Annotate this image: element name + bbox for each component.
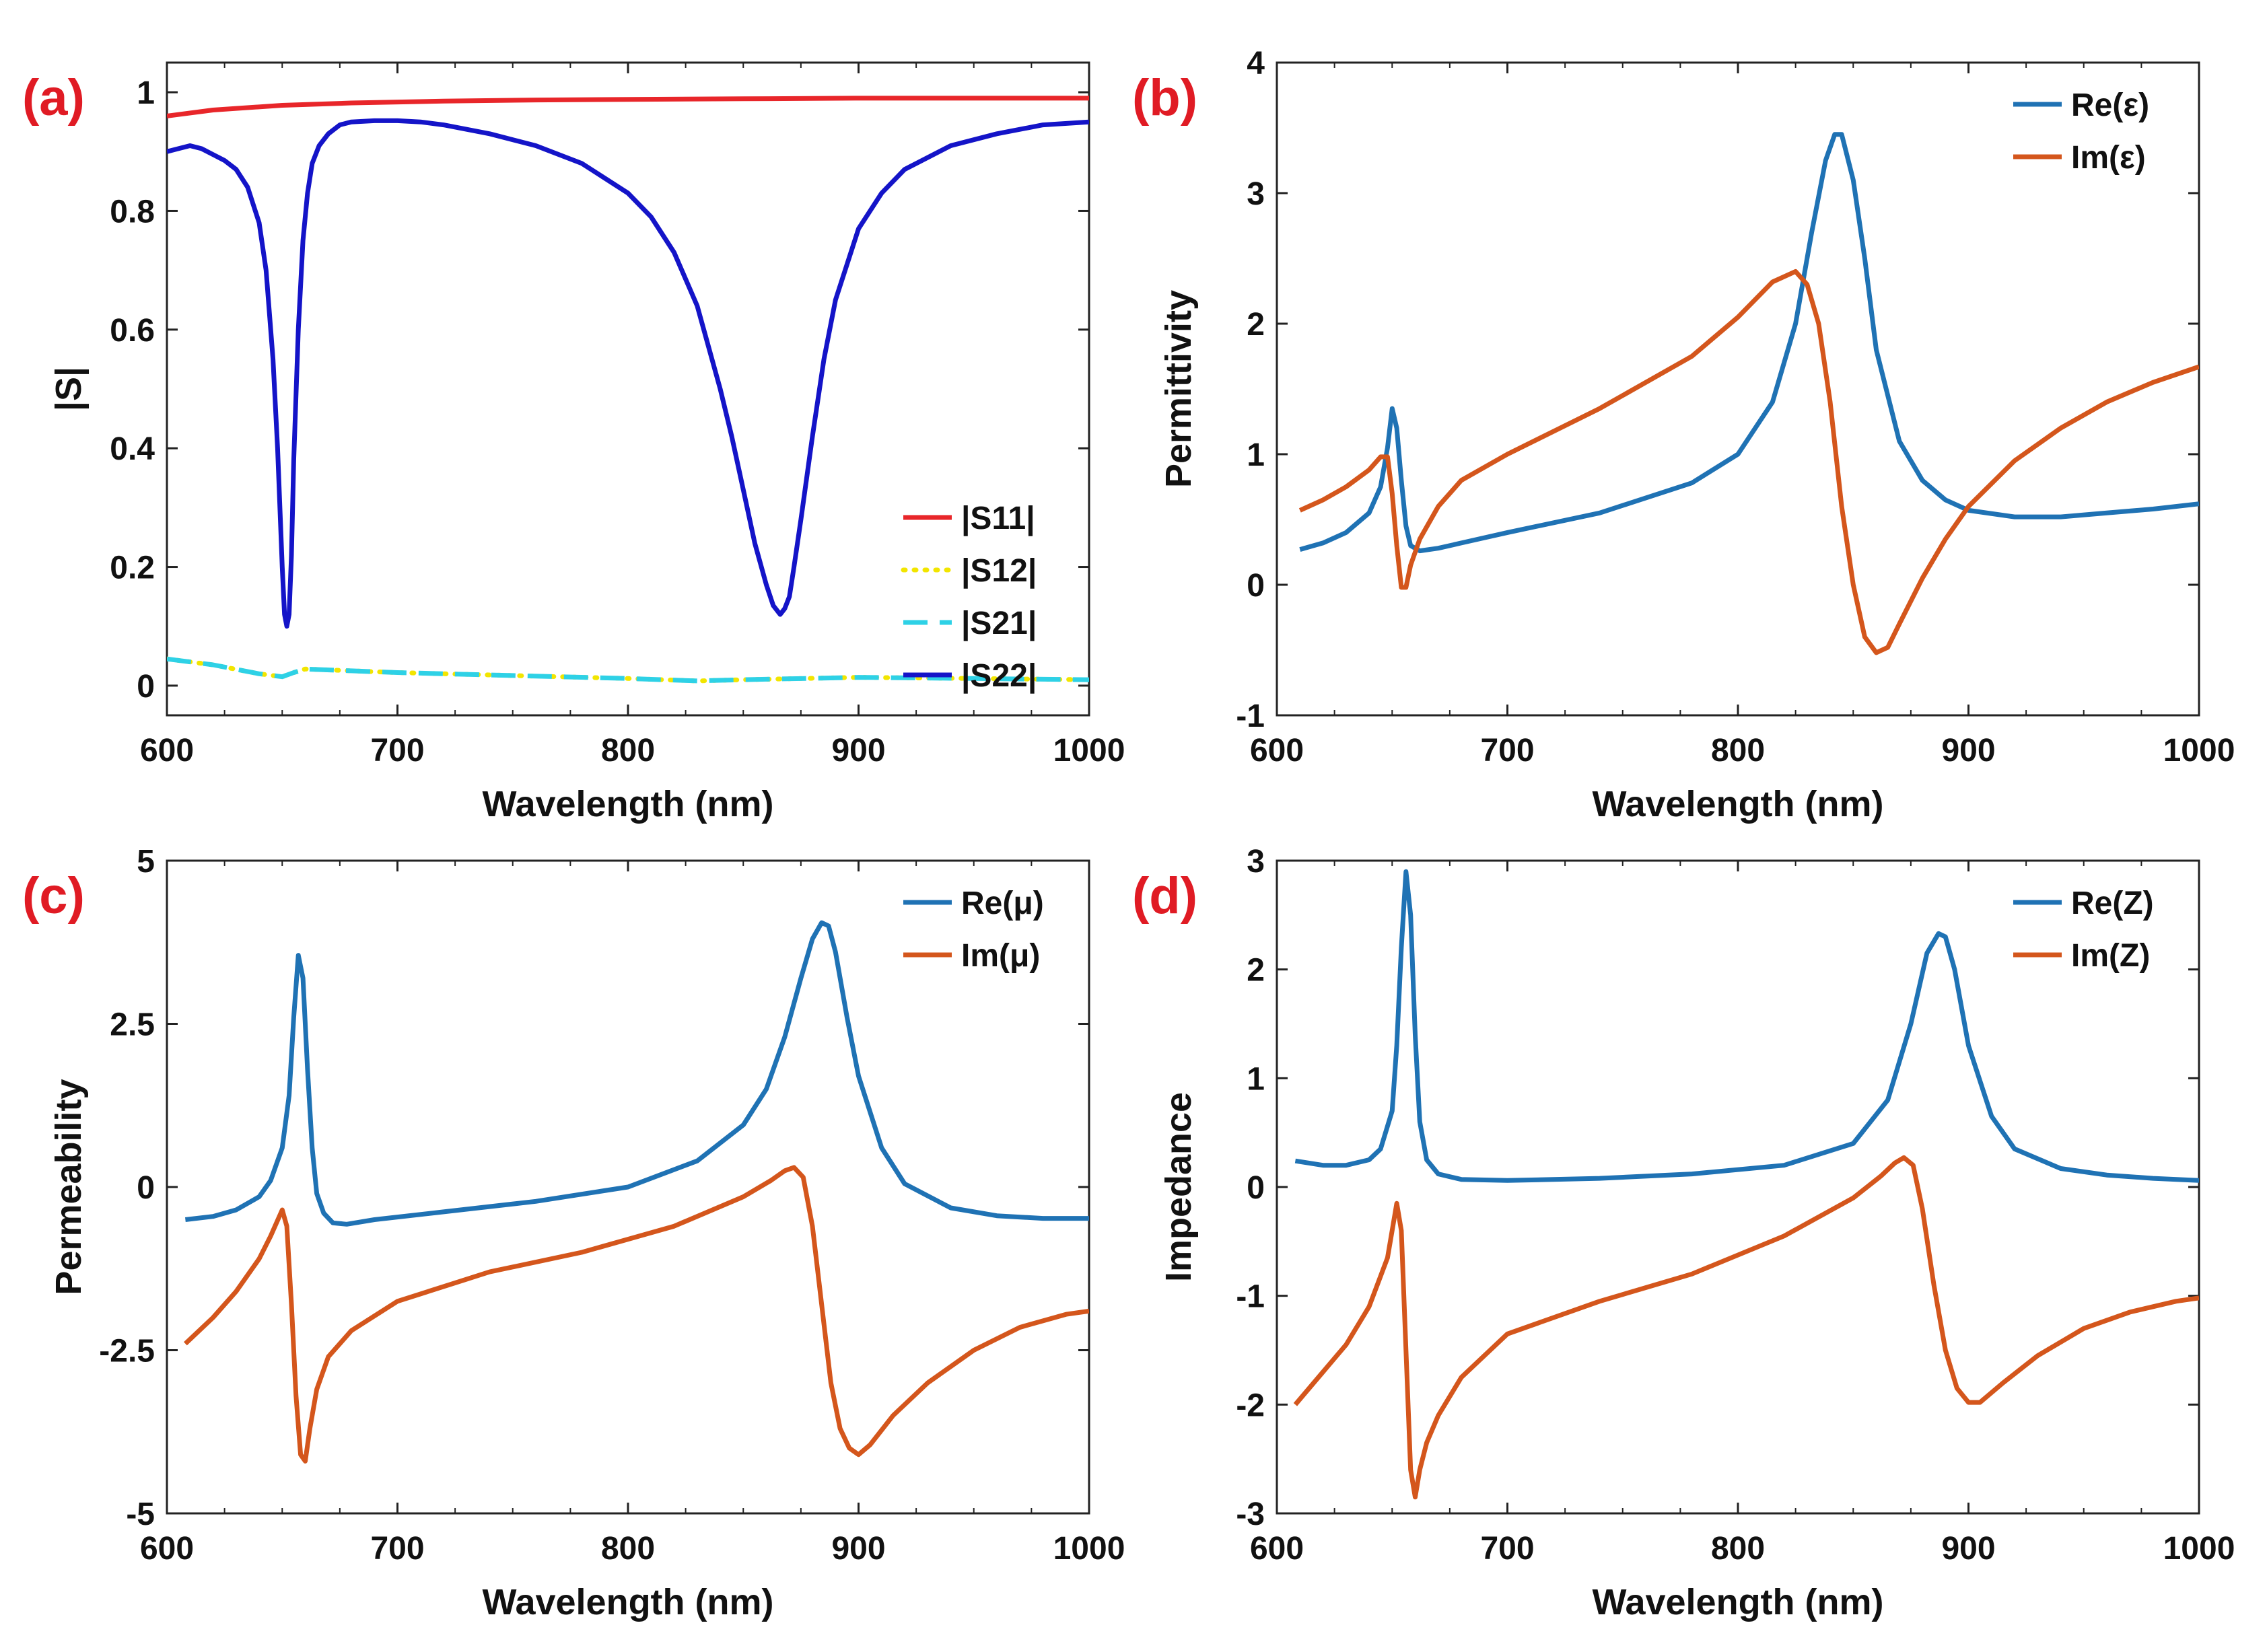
y-tick-label: 4 xyxy=(1247,46,1265,81)
y-tick-label: 0.2 xyxy=(110,550,155,586)
legend-label: Re(ε) xyxy=(2071,87,2149,123)
y-tick-label: -3 xyxy=(1236,1497,1265,1532)
x-tick-label: 1000 xyxy=(2163,733,2235,768)
x-axis-label: Wavelength (nm) xyxy=(1592,1582,1883,1622)
series-line-s22 xyxy=(167,118,1089,629)
x-tick-label: 600 xyxy=(1250,733,1304,768)
x-tick-label: 600 xyxy=(140,733,194,768)
axes-frame xyxy=(1276,61,2200,717)
legend-label: |S22| xyxy=(961,658,1037,694)
series-line-rez xyxy=(1294,869,2199,1183)
y-tick-label: -1 xyxy=(1236,698,1265,734)
y-tick-label: 0 xyxy=(1247,568,1265,604)
series-line-re xyxy=(1299,132,2199,554)
legend-label: Im(μ) xyxy=(961,938,1040,974)
legend-label: Im(Z) xyxy=(2071,938,2150,974)
x-tick-label: 800 xyxy=(1711,1531,1765,1567)
panel-letter: (a) xyxy=(22,69,85,127)
y-tick-label: 0 xyxy=(1247,1170,1265,1206)
y-tick-label: 0 xyxy=(137,1170,155,1206)
panel-d: 600 700 800 900 1000 -3 -2 -1 0 1 2 3 Wavelength (nm… xyxy=(1132,844,2235,1622)
x-tick-label: 900 xyxy=(1941,1531,1995,1567)
y-tick-label: 5 xyxy=(137,844,155,879)
panel-b: 600 700 800 900 1000 -1 0 1 2 3 4 Wavelength (nm) Pe… xyxy=(1132,46,2235,824)
legend: Re(Z) Im(Z) xyxy=(2013,886,2154,974)
y-tick-label: 0.4 xyxy=(110,431,155,467)
x-axis-label: Wavelength (nm) xyxy=(482,784,773,824)
legend-label: |S21| xyxy=(961,606,1037,641)
axes-frame xyxy=(166,61,1090,717)
x-tick-label: 1000 xyxy=(1053,733,1125,768)
x-axis-label: Wavelength (nm) xyxy=(1592,784,1883,824)
y-tick-label: -2 xyxy=(1236,1388,1265,1423)
x-tick-label: 900 xyxy=(831,733,885,768)
y-tick-label: 1 xyxy=(137,75,155,111)
x-tick-label: 700 xyxy=(370,733,424,768)
y-tick-label: -2.5 xyxy=(99,1334,155,1369)
legend: |S11| |S12| |S21| |S22| xyxy=(901,501,1037,694)
series-line-re xyxy=(184,920,1089,1227)
axes-frame xyxy=(1276,859,2200,1515)
y-tick-label: 3 xyxy=(1247,844,1265,879)
y-axis-label: Permittivity xyxy=(1158,290,1199,488)
y-axis-label: Permeability xyxy=(48,1079,89,1295)
x-tick-label: 900 xyxy=(1941,733,1995,768)
x-tick-label: 600 xyxy=(140,1531,194,1567)
legend: Re(μ) Im(μ) xyxy=(903,886,1044,974)
y-tick-label: 3 xyxy=(1247,176,1265,212)
legend-label: |S12| xyxy=(961,553,1037,589)
x-tick-label: 600 xyxy=(1250,1531,1304,1567)
x-tick-label: 700 xyxy=(370,1531,424,1567)
y-axis-label: |S| xyxy=(48,367,90,411)
series-line-s11 xyxy=(167,96,1089,118)
x-tick-label: 900 xyxy=(831,1531,885,1567)
panel-a: 600 700 800 900 1000 0 0.2 0.4 0.6 0.8 1 Wavelength… xyxy=(22,61,1125,824)
y-tick-label: 0 xyxy=(137,669,155,705)
panel-letter: (d) xyxy=(1132,867,1197,925)
legend-label: |S11| xyxy=(961,501,1035,536)
y-tick-label: 0.8 xyxy=(110,194,155,229)
y-tick-label: 0.6 xyxy=(110,313,155,349)
legend-label: Re(μ) xyxy=(961,886,1044,921)
legend-label: Im(ε) xyxy=(2071,140,2146,176)
y-tick-label: 2 xyxy=(1247,307,1265,343)
x-tick-label: 1000 xyxy=(1053,1531,1125,1567)
y-axis-label: Impedance xyxy=(1158,1092,1199,1282)
x-tick-label: 1000 xyxy=(2163,1531,2235,1567)
panel-letter: (c) xyxy=(22,867,85,925)
y-tick-label: -5 xyxy=(126,1497,155,1532)
x-tick-label: 700 xyxy=(1480,1531,1534,1567)
x-tick-label: 800 xyxy=(601,1531,655,1567)
series-line-imz xyxy=(1293,1155,2199,1500)
series-line-s21 xyxy=(167,656,1089,684)
x-tick-label: 800 xyxy=(601,733,655,768)
panel-letter: (b) xyxy=(1132,69,1197,127)
y-tick-label: 1 xyxy=(1247,1061,1265,1097)
series-line-im xyxy=(1298,268,2199,655)
y-tick-label: 1 xyxy=(1247,437,1265,473)
y-tick-label: 2 xyxy=(1247,953,1265,989)
x-axis-label: Wavelength (nm) xyxy=(482,1582,773,1622)
legend-label: Re(Z) xyxy=(2071,886,2154,921)
x-tick-label: 800 xyxy=(1711,733,1765,768)
series-line-im xyxy=(183,1165,1089,1464)
legend: Re(ε) Im(ε) xyxy=(2013,87,2149,176)
panel-c: 600 700 800 900 1000 -5 -2.5 0 2.5 5 Wavelength (n… xyxy=(22,844,1125,1622)
x-tick-label: 700 xyxy=(1480,733,1534,768)
y-tick-label: 2.5 xyxy=(110,1007,155,1043)
y-tick-label: -1 xyxy=(1236,1279,1265,1315)
